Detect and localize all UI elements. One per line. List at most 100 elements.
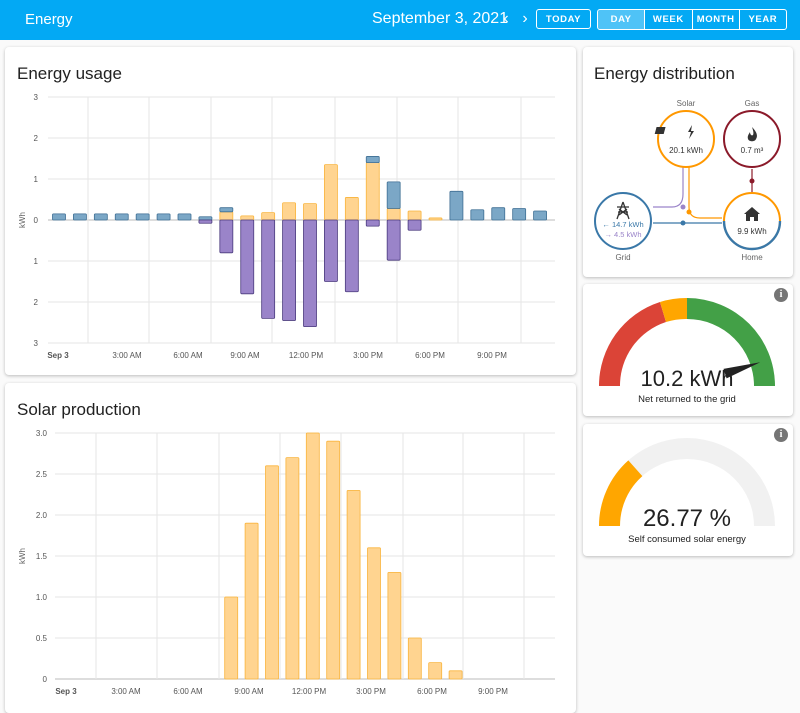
gas-value: 0.7 m³ bbox=[741, 146, 764, 155]
next-period-button[interactable]: › bbox=[517, 9, 533, 29]
gauge-label: Net returned to the grid bbox=[638, 394, 736, 405]
solar-power-icon bbox=[654, 125, 694, 139]
usage-bar-solar bbox=[386, 208, 401, 221]
energy-usage-chart: kWh 3 2 1 0 1 2 3 Sep 3 3:00 AM 6:00 AM … bbox=[18, 93, 555, 360]
solar-gauge: 26.77 % Self consumed solar energy bbox=[599, 438, 775, 545]
fire-icon bbox=[747, 127, 757, 142]
period-month-button[interactable]: MONTH bbox=[693, 10, 740, 29]
solar-bar bbox=[244, 522, 259, 680]
chevron-right-icon: › bbox=[522, 10, 528, 27]
usage-bar-grid bbox=[533, 210, 547, 221]
solar-bar bbox=[285, 457, 300, 680]
usage-bar-grid bbox=[73, 213, 87, 221]
previous-period-button[interactable]: ‹ bbox=[498, 9, 514, 29]
top-app-bar: Energy September 3, 2021 ‹ › TODAY DAY W… bbox=[0, 0, 800, 40]
x-tick-label: 3:00 AM bbox=[111, 687, 141, 696]
usage-bar-solar bbox=[365, 162, 380, 221]
x-tick-label: Sep 3 bbox=[47, 351, 69, 360]
solar-bar bbox=[367, 547, 381, 680]
usage-bar-returned bbox=[407, 219, 422, 231]
solar-production-title: Solar production bbox=[17, 400, 141, 419]
grid-gauge-card: i 10.2 kWh Net returned to the grid bbox=[583, 284, 793, 416]
period-selector: DAY WEEK MONTH YEAR bbox=[597, 9, 787, 30]
period-day-button[interactable]: DAY bbox=[598, 10, 646, 29]
usage-bar-solar bbox=[428, 217, 443, 221]
x-tick-label: 12:00 PM bbox=[289, 351, 324, 360]
solar-gauge-card: i 26.77 % Self consumed solar energy bbox=[583, 424, 793, 556]
x-tick-label: 6:00 AM bbox=[173, 351, 203, 360]
usage-bar-returned bbox=[303, 219, 317, 327]
energy-distribution-diagram: Solar 20.1 kWh Gas 0.7 m³ ← 14.7 kWh → 4… bbox=[594, 99, 782, 262]
x-tick-label: 6:00 PM bbox=[415, 351, 445, 360]
gauge-needle bbox=[723, 362, 761, 379]
home-icon bbox=[744, 207, 760, 221]
usage-bar-grid bbox=[156, 213, 171, 221]
grid-gauge: 10.2 kWh Net returned to the grid bbox=[598, 297, 775, 405]
y-tick-label: 3 bbox=[34, 339, 39, 348]
y-axis-label: kWh bbox=[18, 548, 27, 564]
y-tick-label: 2.5 bbox=[36, 470, 48, 479]
y-tick-label: 3 bbox=[34, 93, 39, 102]
energy-distribution-title: Energy distribution bbox=[594, 64, 735, 83]
home-label: Home bbox=[741, 253, 763, 262]
usage-bar-grid bbox=[512, 208, 527, 221]
usage-bar-solar bbox=[261, 212, 276, 221]
chevron-left-icon: ‹ bbox=[503, 10, 509, 27]
x-tick-label: 3:00 AM bbox=[112, 351, 142, 360]
solar-to-home-line bbox=[688, 165, 722, 219]
app-title: Energy bbox=[25, 11, 73, 28]
usage-bar-solar bbox=[303, 203, 317, 221]
y-tick-label: 1.0 bbox=[36, 593, 48, 602]
gauge-segment-red bbox=[598, 302, 666, 386]
solar-bar bbox=[326, 440, 341, 680]
x-tick-label: Sep 3 bbox=[55, 687, 77, 696]
usage-bar-returned bbox=[365, 219, 380, 227]
x-tick-label: 3:00 PM bbox=[356, 687, 386, 696]
x-tick-label: 9:00 AM bbox=[234, 687, 264, 696]
period-year-button[interactable]: YEAR bbox=[748, 14, 778, 25]
grid-node[interactable] bbox=[594, 192, 652, 250]
usage-bar-returned bbox=[240, 219, 255, 295]
flow-dot bbox=[749, 178, 755, 184]
x-tick-label: 6:00 AM bbox=[173, 687, 203, 696]
energy-distribution-card: Energy distribution Solar 20.1 kWh Gas 0… bbox=[583, 47, 793, 277]
gas-label: Gas bbox=[745, 99, 760, 108]
period-week-button[interactable]: WEEK bbox=[645, 10, 693, 29]
usage-bar-solar bbox=[240, 215, 255, 221]
info-icon[interactable]: i bbox=[774, 428, 788, 442]
flow-dot bbox=[686, 209, 692, 215]
today-button[interactable]: TODAY bbox=[536, 9, 591, 29]
x-tick-label: 9:00 PM bbox=[477, 351, 507, 360]
usage-bar-solar bbox=[219, 211, 234, 221]
solar-node[interactable] bbox=[657, 110, 715, 168]
y-tick-label: 2.0 bbox=[36, 511, 48, 520]
solar-bar bbox=[448, 670, 463, 680]
solar-bar bbox=[346, 490, 361, 680]
gauge-label: Self consumed solar energy bbox=[628, 534, 746, 545]
y-tick-label: 2 bbox=[34, 298, 39, 307]
gauge-track bbox=[599, 438, 775, 526]
solar-bar bbox=[387, 571, 402, 680]
flow-dot bbox=[680, 220, 686, 226]
date-label: September 3, 2021 bbox=[372, 10, 509, 27]
usage-bar-grid bbox=[52, 213, 66, 221]
y-tick-label: 0.5 bbox=[36, 634, 48, 643]
gauge-value: 26.77 % bbox=[643, 505, 731, 532]
x-tick-label: 12:00 PM bbox=[292, 687, 327, 696]
x-tick-label: 3:00 PM bbox=[353, 351, 383, 360]
gauge-value: 10.2 kWh bbox=[641, 366, 734, 391]
x-tick-label: 6:00 PM bbox=[417, 687, 447, 696]
usage-bar-solar bbox=[407, 210, 422, 221]
gauge-fill bbox=[599, 460, 643, 526]
solar-bar bbox=[224, 596, 239, 680]
grid-export-value: → 4.5 kWh bbox=[604, 230, 641, 239]
usage-bar-grid bbox=[470, 209, 485, 221]
y-tick-label: 0 bbox=[43, 675, 48, 684]
y-tick-label: 1.5 bbox=[36, 552, 48, 561]
usage-bar-returned bbox=[261, 219, 276, 319]
usage-bar-grid bbox=[365, 156, 380, 163]
info-icon[interactable]: i bbox=[774, 288, 788, 302]
x-tick-label: 9:00 PM bbox=[478, 687, 508, 696]
usage-bar-grid bbox=[114, 213, 129, 221]
usage-bar-grid bbox=[386, 181, 401, 209]
